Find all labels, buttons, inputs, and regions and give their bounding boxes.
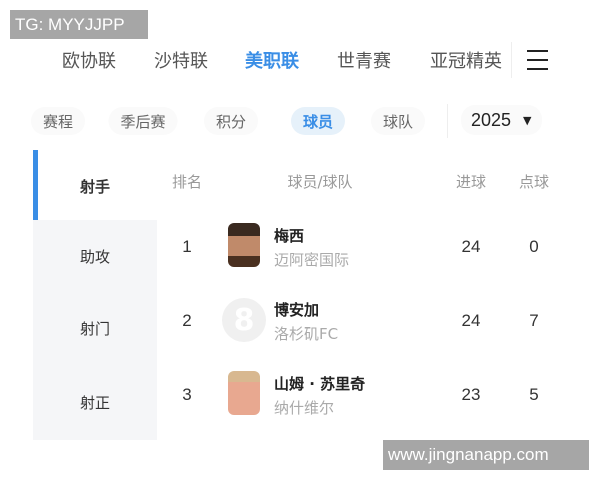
watermark-top: TG: MYYJJPP bbox=[10, 10, 148, 39]
sidebar-item-scorers[interactable]: 射手 bbox=[33, 150, 157, 222]
header-player-team: 球员/球队 bbox=[287, 173, 353, 191]
hamburger-icon[interactable] bbox=[527, 50, 548, 70]
goals: 24 bbox=[461, 237, 481, 256]
goals: 23 bbox=[461, 385, 481, 404]
tab-playoffs[interactable]: 季后赛 bbox=[108, 107, 178, 135]
rank: 1 bbox=[182, 237, 192, 256]
season-value: 2025 bbox=[471, 109, 512, 130]
team-name: 纳什维尔 bbox=[274, 399, 335, 417]
team-name: 洛杉矶FC bbox=[274, 325, 339, 343]
player-placeholder-icon: 8 bbox=[222, 298, 266, 342]
player-avatar bbox=[228, 371, 260, 415]
team-name: 迈阿密国际 bbox=[274, 251, 350, 269]
tab-players[interactable]: 球员 bbox=[290, 107, 346, 135]
tab-divider bbox=[447, 104, 448, 138]
rank: 2 bbox=[182, 311, 192, 330]
tab-standings[interactable]: 积分 bbox=[203, 107, 259, 135]
watermark-bottom: www.jingnanapp.com bbox=[383, 440, 589, 470]
player-name: 山姆 · 苏里奇 bbox=[274, 375, 366, 393]
tab-teams[interactable]: 球队 bbox=[370, 107, 426, 135]
nav-saudi-league[interactable]: 沙特联 bbox=[154, 51, 208, 72]
active-indicator bbox=[33, 150, 38, 220]
penalties: 5 bbox=[529, 385, 539, 404]
goals: 24 bbox=[461, 311, 481, 330]
nav-uefa-conference[interactable]: 欧协联 bbox=[62, 51, 116, 72]
player-name: 博安加 bbox=[274, 301, 320, 319]
nav-afc-champions-elite[interactable]: 亚冠精英 bbox=[430, 51, 502, 72]
season-select[interactable]: 2025 ▼ bbox=[461, 105, 542, 135]
nav-u20-world-cup[interactable]: 世青赛 bbox=[337, 51, 391, 72]
rank: 3 bbox=[182, 385, 192, 404]
nav-divider bbox=[511, 42, 512, 78]
sidebar-item-shots[interactable]: 射门 bbox=[33, 292, 157, 364]
player-name: 梅西 bbox=[274, 227, 305, 245]
tab-schedule[interactable]: 赛程 bbox=[30, 107, 86, 135]
caret-down-icon: ▼ bbox=[523, 113, 532, 127]
header-penalties: 点球 bbox=[518, 173, 550, 191]
header-goals: 进球 bbox=[455, 173, 487, 191]
player-avatar bbox=[228, 223, 260, 267]
header-rank: 排名 bbox=[171, 173, 203, 191]
nav-mls[interactable]: 美职联 bbox=[245, 51, 299, 72]
penalties: 0 bbox=[529, 237, 539, 256]
sidebar-item-assists[interactable]: 助攻 bbox=[33, 220, 157, 292]
penalties: 7 bbox=[529, 311, 539, 330]
sidebar-item-shots-on-target[interactable]: 射正 bbox=[33, 364, 157, 440]
